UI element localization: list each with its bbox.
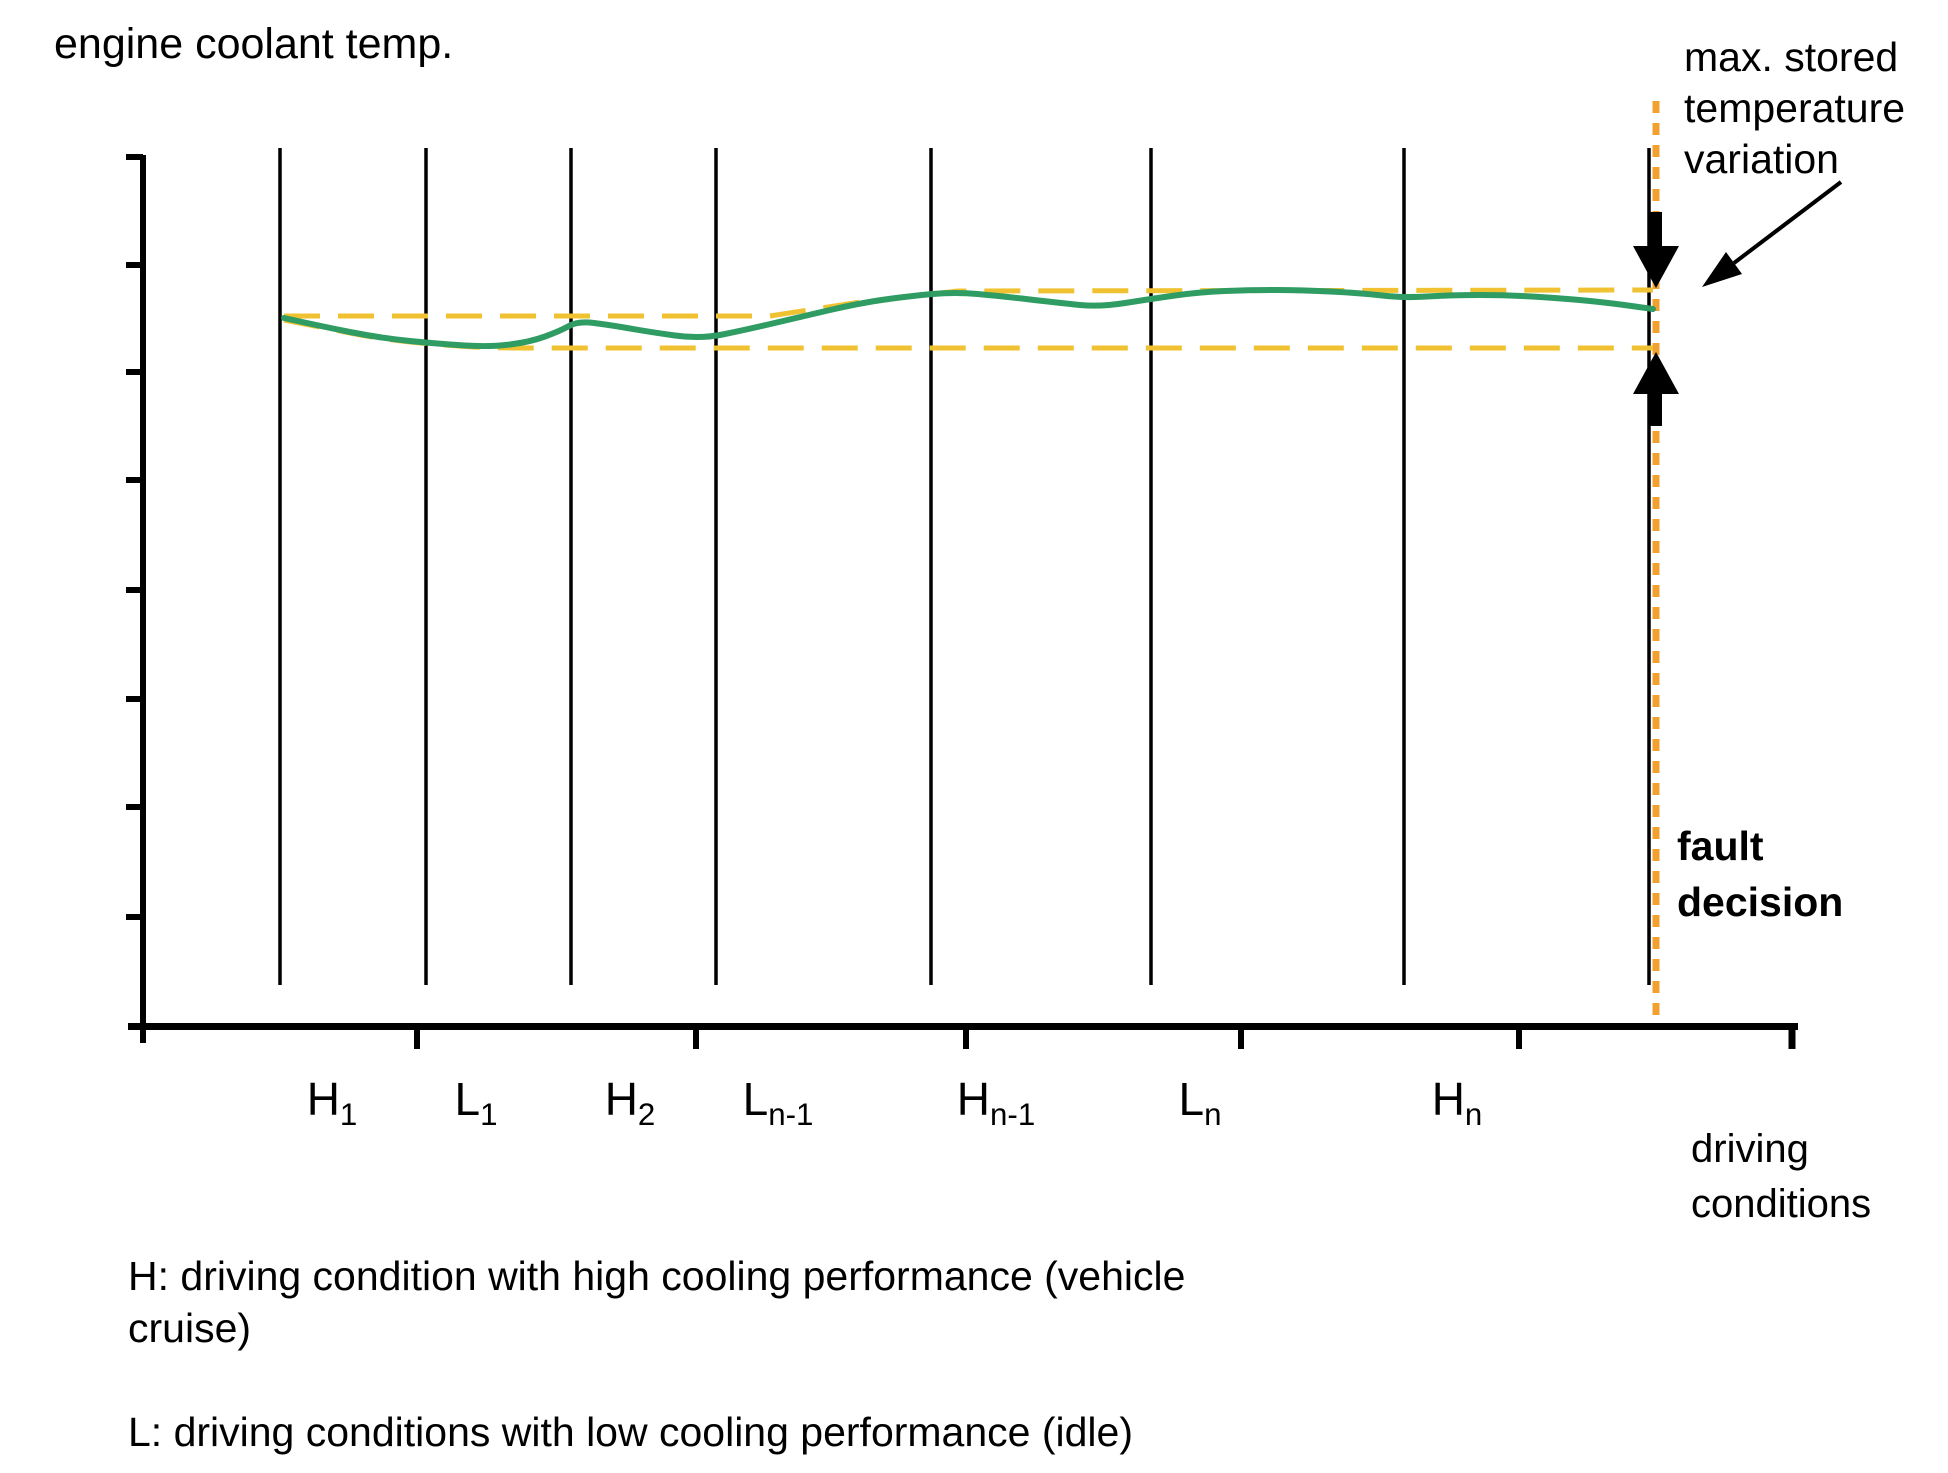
x-axis-label-Ln: Ln [1178, 1073, 1222, 1133]
annotation-fault-decision: fault decision [1677, 823, 1844, 925]
x-axis-label-Ln-1: Ln-1 [742, 1073, 814, 1133]
annotation-pointer-arrow [1702, 180, 1843, 287]
max-variation-arrows [1633, 212, 1679, 426]
down-arrow-shaft [1650, 212, 1662, 246]
down-arrow-icon [1633, 246, 1679, 288]
x-axis-label-H2: H2 [604, 1073, 656, 1133]
series-coolant-temperature [281, 287, 1656, 350]
series-stored-max-envelope [284, 287, 1654, 319]
up-arrow-icon [1633, 352, 1679, 394]
y-axis [126, 154, 146, 1043]
annotation-max-stored-variation: max. stored temperature variation [1684, 34, 1906, 182]
condition-boundary-lines [278, 148, 1651, 985]
y-axis-title: engine coolant temp. [54, 20, 454, 68]
pointer-arrowhead-icon [1702, 252, 1742, 287]
x-axis [128, 1023, 1798, 1049]
legend-text: H: driving condition with high cooling p… [128, 1253, 1186, 1455]
x-axis-label-L1: L1 [454, 1073, 498, 1133]
up-arrow-shaft [1650, 394, 1662, 426]
x-axis-label-H1: H1 [306, 1073, 358, 1133]
x-axis-label-Hn-1: Hn-1 [956, 1073, 1036, 1133]
x-axis-title: driving conditions [1691, 1127, 1872, 1226]
x-axis-label-Hn: Hn [1431, 1073, 1483, 1133]
